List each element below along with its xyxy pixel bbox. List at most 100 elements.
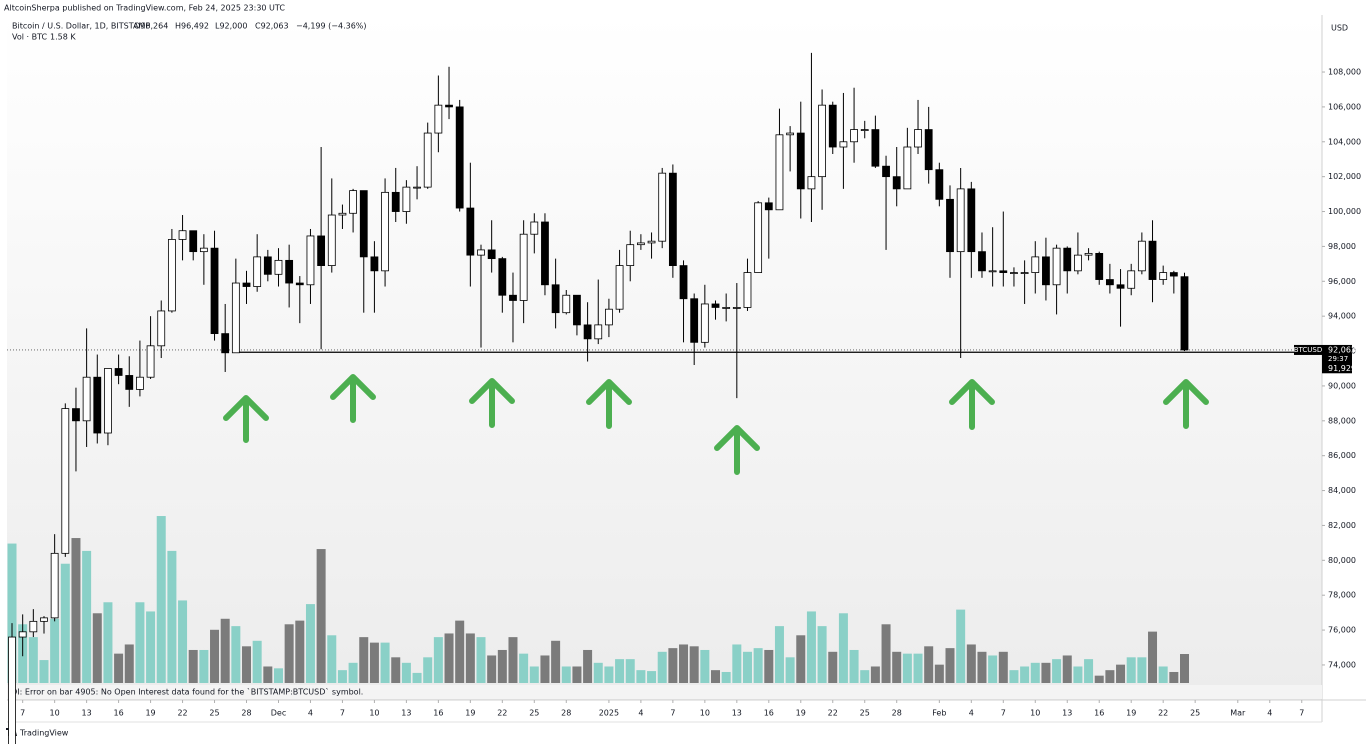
x-tick-label: 28 [561, 709, 571, 718]
volume-bar [1030, 662, 1040, 683]
candle-body [93, 376, 102, 434]
volume-bar [785, 657, 795, 683]
candle-body [679, 265, 688, 300]
candle-body [306, 235, 315, 286]
volume-bar [1020, 666, 1030, 683]
candle-body [1052, 247, 1061, 286]
x-tick-label: 10 [50, 709, 60, 718]
volume-legend-value: 1.58 K [50, 33, 76, 42]
candle-body [860, 129, 869, 131]
volume-bar [860, 670, 870, 683]
x-tick-label: 16 [764, 709, 774, 718]
y-tick-label: 74,000 [1328, 660, 1356, 669]
candle-body [18, 631, 27, 638]
candle-body [551, 284, 560, 314]
candle-body [1084, 252, 1093, 256]
candle-body [40, 617, 48, 622]
volume-bar [1062, 655, 1072, 683]
volume-bar [242, 646, 252, 683]
volume-bar [60, 563, 70, 683]
volume-bar [988, 655, 998, 683]
volume-bar [817, 626, 827, 683]
volume-bar [263, 666, 273, 683]
y-tick-label: 82,000 [1328, 521, 1356, 530]
candle-body [61, 408, 70, 554]
last-price-label: 92,063 [1328, 345, 1356, 354]
support-arrow [949, 379, 995, 430]
volume-bar [359, 637, 369, 683]
volume-bar [849, 649, 859, 683]
candle-body [743, 272, 752, 308]
volume-bar [156, 516, 166, 683]
volume-bar [806, 611, 816, 683]
volume-bar [1148, 631, 1158, 683]
volume-legend-name: Vol · BTC [12, 33, 48, 42]
y-tick-label: 76,000 [1328, 626, 1356, 635]
volume-bar [1116, 664, 1126, 683]
x-tick-label: 28 [241, 709, 251, 718]
candle-body [487, 249, 496, 260]
candle-body [263, 256, 272, 275]
candle-body [82, 376, 91, 422]
volume-bar [1094, 675, 1104, 683]
volume-bar [1179, 654, 1189, 683]
x-tick-label: 7 [670, 709, 675, 718]
candle-body [626, 244, 635, 266]
volume-bar [327, 635, 337, 683]
y-tick-label: 108,000 [1328, 68, 1361, 77]
volume-bar [934, 664, 944, 683]
support-arrow [1163, 379, 1209, 429]
volume-bar [977, 651, 987, 683]
candle-body [274, 259, 283, 275]
volume-bar [412, 672, 422, 683]
volume-bar [188, 649, 198, 683]
candle-body [423, 132, 432, 188]
candle-body [668, 172, 677, 266]
volume-bar [103, 602, 113, 683]
oi-error: OI: Error on bar 4905: No Open Interest … [11, 687, 363, 697]
candle-body [1063, 247, 1072, 272]
candle-body [178, 230, 187, 240]
candle-body [1042, 256, 1050, 286]
volume-bar [593, 662, 603, 683]
x-tick-label: 22 [177, 709, 187, 718]
x-tick-label: 10 [700, 709, 710, 718]
x-tick-label: Dec [271, 709, 286, 718]
candle-body [50, 552, 59, 619]
volume-bar [1084, 659, 1094, 683]
candle-body [221, 333, 230, 354]
x-tick-label: 7 [340, 709, 345, 718]
support-price-box [1322, 363, 1352, 374]
x-tick-label: Mar [1230, 709, 1246, 718]
volume-bar [465, 633, 475, 683]
support-arrow [330, 374, 376, 423]
volume-bar [753, 648, 763, 683]
volume-bar [210, 629, 220, 683]
volume-bar [604, 666, 614, 683]
candle-body [722, 307, 731, 309]
volume-bar [380, 642, 390, 683]
candle-body [146, 345, 155, 378]
volume-bar [540, 655, 550, 683]
x-tick-label: 13 [1062, 709, 1072, 718]
candle-body [136, 376, 144, 390]
volume-bar [231, 626, 241, 683]
y-tick-label: 84,000 [1328, 486, 1356, 495]
support-arrow [714, 425, 760, 475]
volume-bar [39, 660, 49, 683]
candle-body [530, 221, 539, 235]
volume-bar [476, 637, 486, 683]
candle-body [519, 233, 528, 301]
candle-body [946, 198, 954, 253]
candle-body [636, 242, 645, 246]
volume-bar [881, 624, 891, 683]
candle-body [498, 258, 507, 296]
x-tick-label: 25 [529, 709, 539, 718]
candle-body [988, 270, 997, 273]
volume-bar [369, 642, 379, 683]
volume-bar [956, 609, 966, 683]
volume-bar [348, 662, 358, 683]
volume-bar [178, 600, 188, 683]
volume-bar [647, 671, 657, 683]
candle-body [903, 146, 912, 190]
